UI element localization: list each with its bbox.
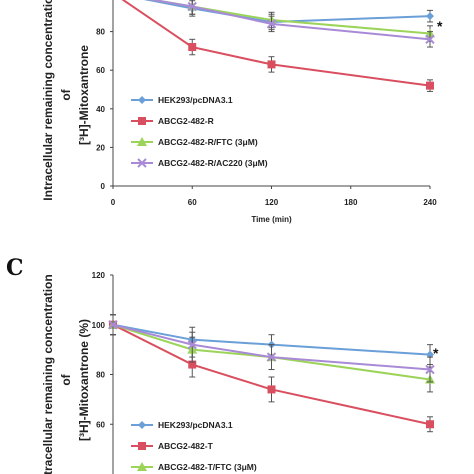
x-tick-label: 240 bbox=[423, 198, 437, 207]
y-tick-label: 80 bbox=[96, 371, 105, 380]
y-tick-label: 20 bbox=[96, 143, 105, 152]
legend-swatch-marker bbox=[137, 462, 147, 471]
panel-letter: C bbox=[6, 255, 24, 281]
series-line bbox=[148, 0, 431, 41]
data-point bbox=[426, 420, 434, 429]
data-point bbox=[187, 339, 197, 350]
legend-label: ABCG2-482-R bbox=[158, 116, 214, 126]
series-line bbox=[112, 323, 431, 381]
legend-swatch-marker bbox=[138, 96, 146, 104]
y-tick-label: 100 bbox=[92, 321, 106, 330]
significance-annotation: * bbox=[433, 345, 439, 361]
series-line bbox=[112, 323, 431, 371]
y-axis-title-line: [³H]-Mitoxantrone bbox=[77, 45, 91, 145]
legend-swatch-marker bbox=[137, 137, 147, 146]
x-tick-label: 120 bbox=[265, 198, 279, 207]
data-point bbox=[426, 12, 434, 21]
chart-panel-top: 0 20 40 60 80 0 60 120 180 240 Time (min) Intracell… bbox=[41, 0, 443, 224]
significance-annotation: * bbox=[437, 18, 443, 34]
data-point bbox=[267, 385, 276, 394]
y-tick-label: 120 bbox=[92, 271, 106, 280]
data-point bbox=[266, 352, 277, 362]
legend-label: ABCG2-482-R/AC220 (3μM) bbox=[158, 158, 268, 168]
x-tick-label: 180 bbox=[344, 198, 358, 207]
y-axis-title-line: [³H]-Mitoxantrone (%) bbox=[77, 319, 91, 441]
legend-swatch-marker bbox=[138, 442, 146, 450]
data-point bbox=[187, 1, 197, 12]
data-point bbox=[426, 81, 434, 90]
y-axis-title-line: of bbox=[59, 88, 73, 100]
data-point bbox=[267, 60, 276, 69]
data-point bbox=[188, 360, 197, 369]
y-tick-label: 60 bbox=[96, 66, 105, 75]
series-line bbox=[148, 0, 431, 35]
y-tick-label: 80 bbox=[96, 28, 105, 37]
y-tick-label: 60 bbox=[96, 420, 105, 429]
y-axis-title-line: Intracellular remaining concentration bbox=[41, 0, 55, 201]
series-line bbox=[112, 323, 431, 356]
x-tick-label: 0 bbox=[111, 198, 116, 207]
legend-swatch-marker bbox=[137, 158, 147, 168]
y-tick-label: 0 bbox=[101, 182, 106, 191]
data-point bbox=[425, 364, 435, 375]
x-tick-label: 60 bbox=[188, 198, 197, 207]
legend-swatch-marker bbox=[138, 117, 146, 125]
data-point bbox=[425, 34, 435, 45]
data-point bbox=[188, 43, 197, 52]
y-axis-title-line: of bbox=[59, 373, 73, 385]
legend-label: HEK293/pcDNA3.1 bbox=[158, 420, 233, 430]
y-axis-title-line: Intracellular remaining concentration bbox=[41, 274, 55, 474]
series-line bbox=[112, 323, 431, 426]
legend-label: ABCG2-482-R/FTC (3μM) bbox=[158, 137, 258, 147]
legend-label: ABCG2-482-T bbox=[158, 441, 214, 451]
chart-panel-c: 60 80 100 120 Intracellular remaining concen… bbox=[6, 255, 439, 474]
legend-swatch-marker bbox=[138, 421, 146, 429]
legend-label: HEK293/pcDNA3.1 bbox=[158, 95, 233, 105]
y-tick-label: 40 bbox=[96, 105, 105, 114]
data-point bbox=[266, 19, 277, 29]
data-point bbox=[108, 320, 118, 330]
x-axis-title: Time (min) bbox=[251, 215, 292, 224]
series-line bbox=[121, 0, 431, 87]
legend-label: ABCG2-482-T/FTC (3μM) bbox=[158, 462, 257, 472]
